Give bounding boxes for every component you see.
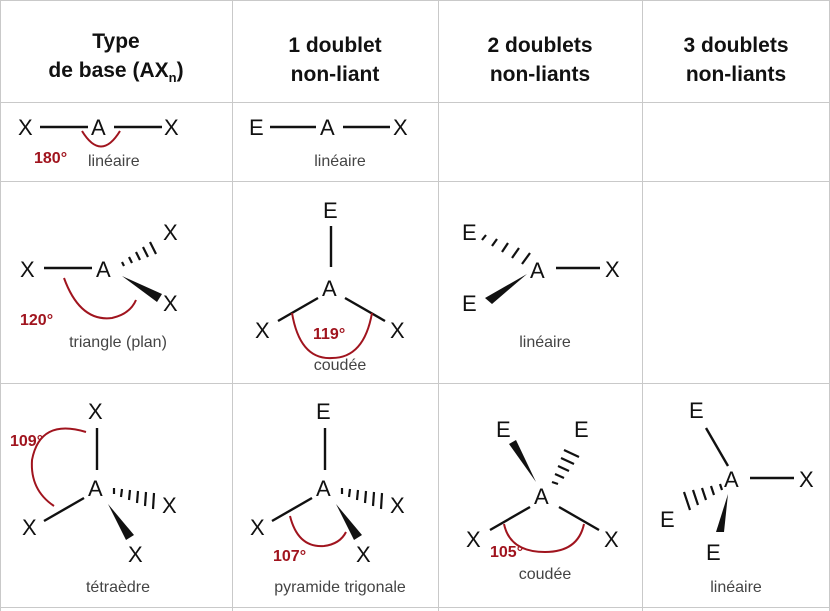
atom-x-bottom: X [128, 542, 143, 567]
header-type-line2: de base (AXn) [48, 59, 184, 86]
atom-e-left: E [660, 507, 675, 532]
atom-x-left: X [466, 527, 481, 552]
atom-a: A [530, 258, 545, 283]
geometry-label: triangle (plan) [69, 334, 167, 351]
angle-arc [503, 523, 585, 554]
atom-a: A [96, 257, 111, 282]
cell-ax4-tetraedre: X A X X X 109° tétraèdre [10, 399, 177, 596]
atom-x-top: X [163, 220, 178, 245]
atom-e-top: E [462, 220, 477, 245]
cell-ax3-triangle: X A X X 120° triangle (plan) [20, 220, 178, 351]
header-1-doublet: 1 doublet non-liant [232, 18, 438, 102]
atom-x: X [393, 115, 408, 140]
cell-axe3-lineaire: E A X E E linéaire [660, 398, 814, 596]
wedge-bond [485, 274, 527, 304]
header-2-doublets: 2 doublets non-liants [438, 18, 642, 102]
geometry-label: linéaire [519, 334, 571, 351]
atom-x-right: X [390, 493, 405, 518]
geometry-label: linéaire [710, 579, 762, 596]
atom-a: A [88, 476, 103, 501]
header-1-doublet-line1: 1 doublet [288, 34, 382, 57]
hashed-bond [481, 234, 531, 265]
atom-e-bottom: E [462, 291, 477, 316]
angle-arc [291, 312, 373, 360]
atom-x-bottom: X [163, 291, 178, 316]
header-2-doublets-line2: non-liants [489, 63, 591, 86]
atom-e: E [316, 399, 331, 424]
angle-arc [30, 427, 87, 507]
atom-a: A [91, 115, 106, 140]
atom-x-top: X [88, 399, 103, 424]
hashed-bond [340, 488, 384, 510]
atom-x-bottom: X [356, 542, 371, 567]
cell-ax2e2-coudee: E E A X X 105° coudée [466, 417, 619, 583]
cell-ax1e1-lineaire: E A X linéaire [249, 115, 408, 170]
header-3-doublets: 3 doublets non-liants [642, 18, 830, 102]
atom-x: X [799, 467, 814, 492]
atom-a: A [316, 476, 331, 501]
geometry-label: linéaire [314, 153, 366, 170]
angle-value: 105° [490, 544, 523, 561]
cell-ax2-lineaire: X A X 180° linéaire [18, 115, 179, 170]
atom-e-bottom: E [706, 540, 721, 565]
atom-a: A [320, 115, 335, 140]
atom-e: E [249, 115, 264, 140]
angle-value: 120° [20, 312, 53, 329]
wedge-bond [122, 276, 162, 302]
atom-x-right: X [604, 527, 619, 552]
header-1-doublet-line2: non-liant [290, 63, 380, 86]
atom-e-right: E [574, 417, 589, 442]
geometry-label: coudée [314, 357, 367, 374]
header-2-doublets-line1: 2 doublets [487, 34, 593, 57]
atom-x-right: X [162, 493, 177, 518]
atom-e-left: E [496, 417, 511, 442]
hashed-bond [551, 449, 580, 486]
atom-a: A [724, 467, 739, 492]
cell-axe2-lineaire: E A X E linéaire [462, 220, 620, 351]
hashed-bond [682, 483, 724, 511]
wedge-bond [108, 504, 134, 540]
angle-value: 180° [34, 150, 67, 167]
geometry-label: coudée [519, 566, 572, 583]
atom-x-left: X [250, 515, 265, 540]
geometry-label: tétraèdre [86, 579, 150, 596]
header-3-doublets-line1: 3 doublets [683, 34, 789, 57]
geometry-label: linéaire [88, 153, 140, 170]
wedge-bond [336, 504, 362, 540]
header-type-line1: Type [92, 30, 140, 54]
hashed-bond [112, 488, 156, 510]
cell-ax3e1-pyramide: E A X X X 107° pyramide trigonale [250, 399, 406, 596]
geometry-label: pyramide trigonale [274, 579, 406, 596]
header-3-doublets-line2: non-liants [685, 63, 787, 86]
wedge-bond [509, 440, 536, 482]
wedge-bond [716, 494, 728, 532]
atom-x-left: X [20, 257, 35, 282]
angle-value: 109° [10, 433, 43, 450]
atom-x-left: X [22, 515, 37, 540]
angle-arc [81, 130, 121, 148]
angle-arc [289, 515, 347, 548]
atom-x-left: X [255, 318, 270, 343]
atom-x-right: X [164, 115, 179, 140]
angle-value: 107° [273, 548, 306, 565]
atom-x-right: X [390, 318, 405, 343]
atom-e: E [323, 198, 338, 223]
atom-x: X [605, 257, 620, 282]
header-type-base: Type de base (AXn) [0, 18, 232, 102]
atom-a: A [534, 484, 549, 509]
angle-value: 119° [313, 326, 345, 343]
atom-x-left: X [18, 115, 33, 140]
atom-e-top: E [689, 398, 704, 423]
angle-arc [63, 277, 137, 320]
cell-ax2e1-coudee: E A X X 119° coudée [255, 198, 405, 374]
hashed-bond [121, 241, 157, 267]
atom-a: A [322, 276, 337, 301]
